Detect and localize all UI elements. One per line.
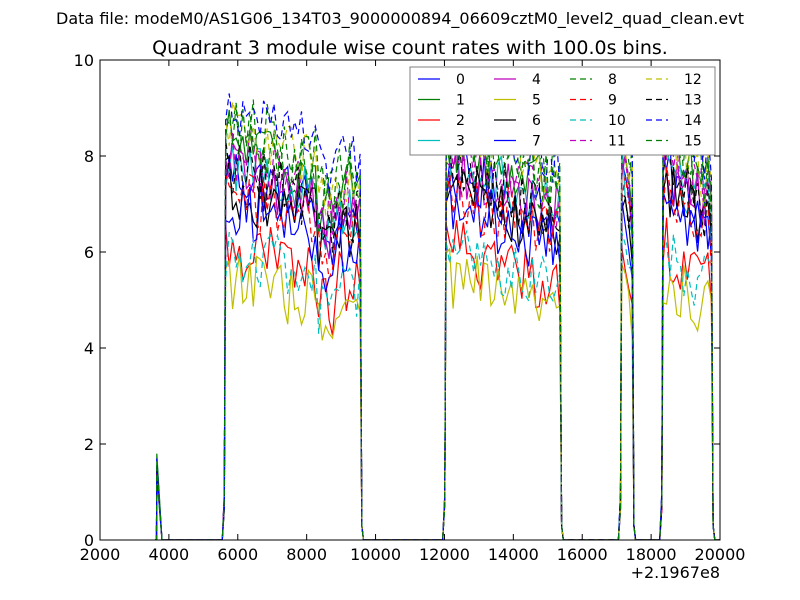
- x-axis-offset-label: +2.1967e8: [631, 563, 720, 582]
- legend-label: 15: [684, 134, 702, 150]
- legend-label: 0: [456, 72, 465, 88]
- chart-supertitle: Data file: modeM0/AS1G06_134T03_90000008…: [56, 9, 744, 29]
- legend-label: 4: [532, 72, 541, 88]
- plot-frame: [99, 59, 721, 541]
- legend-label: 13: [684, 93, 702, 109]
- x-tick-label: 2000: [80, 545, 121, 564]
- legend-label: 5: [532, 93, 541, 109]
- y-tick-label: 2: [84, 435, 94, 454]
- y-tick-label: 10: [74, 51, 94, 70]
- legend-label: 14: [684, 113, 702, 129]
- legend-box: [409, 66, 716, 156]
- legend-label: 6: [532, 113, 541, 129]
- legend-label: 3: [456, 134, 465, 150]
- y-tick-label: 0: [84, 531, 94, 550]
- x-tick-label: 14000: [488, 545, 539, 564]
- chart-title: Quadrant 3 module wise count rates with …: [152, 37, 668, 59]
- legend-label: 8: [608, 72, 617, 88]
- legend-label: 1: [456, 93, 465, 109]
- y-tick-label: 8: [84, 147, 94, 166]
- legend-label: 12: [684, 72, 702, 88]
- legend-label: 11: [608, 134, 626, 150]
- legend-label: 10: [608, 113, 626, 129]
- x-tick-label: 6000: [217, 545, 258, 564]
- legend-label: 9: [608, 93, 617, 109]
- x-tick-label: 16000: [557, 545, 608, 564]
- x-tick-label: 18000: [626, 545, 677, 564]
- x-tick-label: 8000: [286, 545, 327, 564]
- y-tick-label: 4: [84, 339, 94, 358]
- x-tick-label: 12000: [419, 545, 470, 564]
- x-tick-label: 20000: [695, 545, 746, 564]
- x-axis: 2000 4000 6000 8000 10000 12000 14000 16000 1800…: [80, 60, 746, 564]
- legend-label: 2: [456, 113, 465, 129]
- y-tick-label: 6: [84, 243, 94, 262]
- legend-label: 7: [532, 134, 541, 150]
- x-tick-label: 10000: [350, 545, 401, 564]
- x-tick-label: 4000: [149, 545, 190, 564]
